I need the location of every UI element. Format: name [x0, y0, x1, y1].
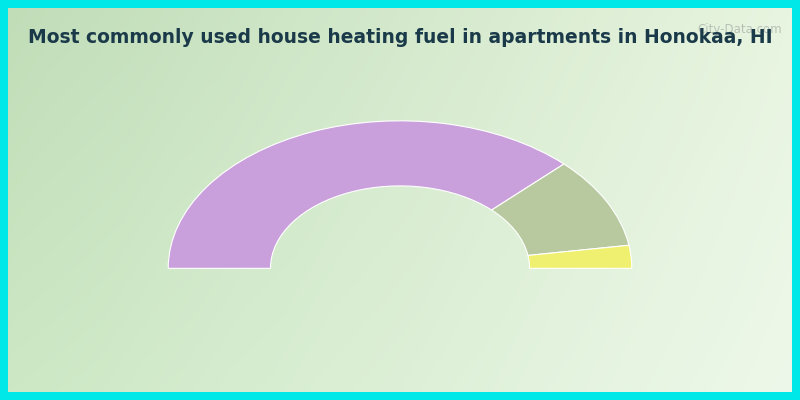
- Wedge shape: [168, 121, 564, 268]
- Text: City-Data.com: City-Data.com: [697, 23, 782, 36]
- Text: Most commonly used house heating fuel in apartments in Honokaa, HI: Most commonly used house heating fuel in…: [28, 28, 772, 47]
- Wedge shape: [528, 245, 632, 268]
- Wedge shape: [491, 164, 629, 256]
